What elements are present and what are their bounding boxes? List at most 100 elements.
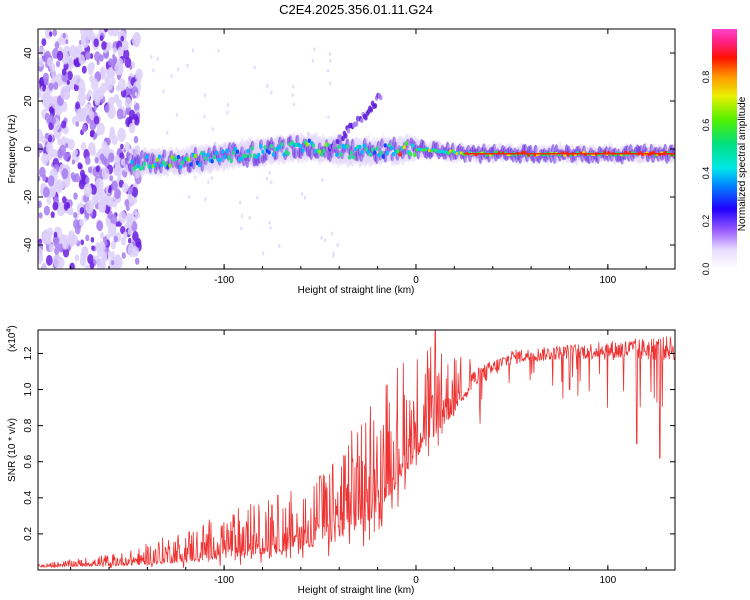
ridge-core [259, 144, 263, 149]
noise-blob [291, 93, 294, 98]
noise-blob [326, 68, 330, 73]
noise-blob [87, 166, 93, 174]
noise-blob [128, 75, 132, 82]
noise-blob [150, 55, 153, 60]
noise-blob [62, 196, 67, 204]
branch-blob [360, 117, 364, 124]
noise-blob [53, 231, 58, 238]
noise-blob [57, 138, 62, 146]
noise-blob [42, 262, 47, 269]
noise-blob [87, 89, 92, 97]
ridge-core [349, 150, 354, 156]
ridge-band [293, 147, 298, 160]
noise-blob [45, 142, 54, 155]
snr-ytick-label: 0.8 [23, 418, 34, 432]
noise-blob [95, 178, 104, 192]
noise-blob [75, 101, 80, 110]
noise-blob [292, 102, 296, 107]
noise-blob [91, 194, 99, 206]
noise-blob [84, 264, 90, 269]
spectrogram-panel: -100 0 100 -40 -20 0 20 40 Height of straight l… [7, 28, 676, 296]
noise-blob [75, 121, 79, 127]
noise-blob [107, 223, 117, 238]
noise-blob [67, 70, 73, 81]
noise-blob [93, 132, 98, 139]
noise-blob [265, 176, 269, 181]
noise-blob [128, 109, 136, 120]
ridge-core [347, 155, 352, 160]
noise-blob [131, 195, 135, 200]
ridge-core [193, 153, 197, 159]
ridge-core [396, 149, 400, 154]
ridge-core [322, 148, 326, 153]
ridge-core [246, 148, 250, 154]
ridge-band [126, 151, 131, 161]
noise-blob [51, 149, 58, 159]
ridge-core [257, 152, 261, 158]
noise-blob [79, 207, 85, 215]
noise-blob [46, 57, 53, 67]
noise-blob [328, 81, 332, 86]
snr-multiplier-exponent: 4 [6, 329, 13, 333]
ridge-core [337, 144, 341, 149]
noise-blob [101, 156, 107, 165]
ridge-core [305, 142, 309, 147]
noise-blob [46, 197, 52, 205]
noise-blob [330, 231, 334, 236]
noise-blob [320, 235, 323, 240]
noise-blob [89, 130, 94, 138]
noise-blob [204, 197, 207, 202]
noise-blob [59, 144, 66, 156]
ridge-core [446, 151, 451, 155]
noise-blob [332, 251, 335, 256]
ridge-core [244, 153, 248, 158]
noise-blob [120, 35, 125, 42]
noise-blob [74, 74, 82, 86]
noise-blob [89, 262, 95, 269]
noise-blob [90, 236, 95, 243]
noise-blob [108, 96, 115, 108]
noise-blob [61, 68, 67, 76]
colorbar-tick-label: 0.4 [701, 167, 711, 180]
noise-blob [211, 127, 215, 132]
noise-blob [91, 245, 95, 251]
noise-blob [306, 131, 310, 136]
ridge-core [271, 152, 276, 157]
noise-blob [60, 181, 66, 189]
noise-blob [66, 79, 70, 86]
noise-blob [42, 174, 47, 182]
noise-blob [131, 186, 139, 198]
noise-blob [98, 241, 106, 253]
ridge-core [269, 143, 273, 149]
ridge-core [398, 152, 402, 157]
noise-blob [43, 205, 51, 216]
ridge-core [240, 156, 244, 161]
ridge-core [411, 143, 415, 148]
noise-blob [41, 232, 50, 245]
ridge-core [261, 149, 265, 154]
snr-xtick-label: 0 [413, 575, 419, 586]
snr-ytick-label: 1.0 [23, 382, 34, 396]
snr-xlabel: Height of straight line (km) [298, 585, 415, 596]
noise-blob [85, 234, 90, 242]
ridge-core [204, 156, 208, 161]
ridge-core [379, 150, 383, 155]
noise-blob [253, 65, 256, 70]
ridge-core [301, 148, 305, 153]
noise-blob [53, 81, 59, 91]
snr-ytick-label: 0.2 [23, 527, 34, 541]
noise-blob [120, 237, 127, 246]
noise-blob [117, 78, 126, 92]
ridge-core [362, 143, 366, 148]
noise-blob [134, 144, 141, 154]
noise-blob [103, 148, 110, 158]
noise-blob [124, 199, 130, 207]
chart-title: C2E4.2025.356.01.11.G24 [279, 2, 433, 17]
noise-blob [134, 92, 138, 97]
noise-blob [110, 213, 118, 225]
snr-multiplier-base: (x10 [7, 332, 18, 352]
branch-blob [341, 135, 345, 142]
colorbar: 0.0 0.2 0.4 0.6 0.8 Normalized spectral ampl… [701, 29, 748, 275]
noise-blob [45, 254, 53, 266]
ridge-band [274, 150, 279, 160]
